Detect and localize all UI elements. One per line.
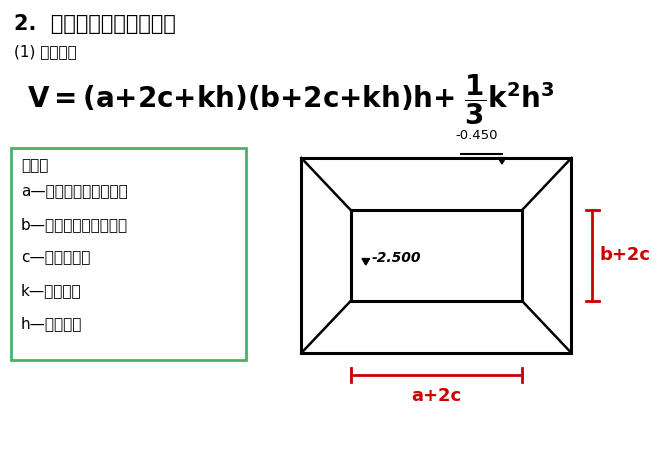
Polygon shape — [362, 258, 370, 265]
Text: c—工作面宽度: c—工作面宽度 — [21, 250, 90, 265]
Text: (1) 规则形状: (1) 规则形状 — [14, 44, 77, 59]
Text: $\mathbf{V{=}(a{+}2c{+}kh)(b{+}2c{+}kh)h{+}\ \dfrac{1}{3}k^2h^3}$: $\mathbf{V{=}(a{+}2c{+}kh)(b{+}2c{+}kh)h… — [27, 72, 554, 127]
Text: -2.500: -2.500 — [371, 251, 421, 265]
Text: h—挖土深度: h—挖土深度 — [21, 316, 82, 331]
Text: b+2c: b+2c — [600, 247, 651, 265]
Bar — [301, 158, 572, 353]
Bar — [11, 148, 246, 360]
Text: 式中：: 式中： — [21, 158, 48, 173]
Bar — [351, 210, 522, 301]
Text: a—地坑或土方底面长度: a—地坑或土方底面长度 — [21, 184, 127, 199]
Polygon shape — [498, 158, 506, 164]
Text: -0.450: -0.450 — [456, 129, 498, 142]
Text: k—放坡系数: k—放坡系数 — [21, 283, 82, 298]
Text: 2.  地坑及土方工程量计算: 2. 地坑及土方工程量计算 — [14, 14, 176, 34]
Text: a+2c: a+2c — [411, 387, 461, 405]
Text: b—地坑或土方底面宽度: b—地坑或土方底面宽度 — [21, 217, 128, 232]
